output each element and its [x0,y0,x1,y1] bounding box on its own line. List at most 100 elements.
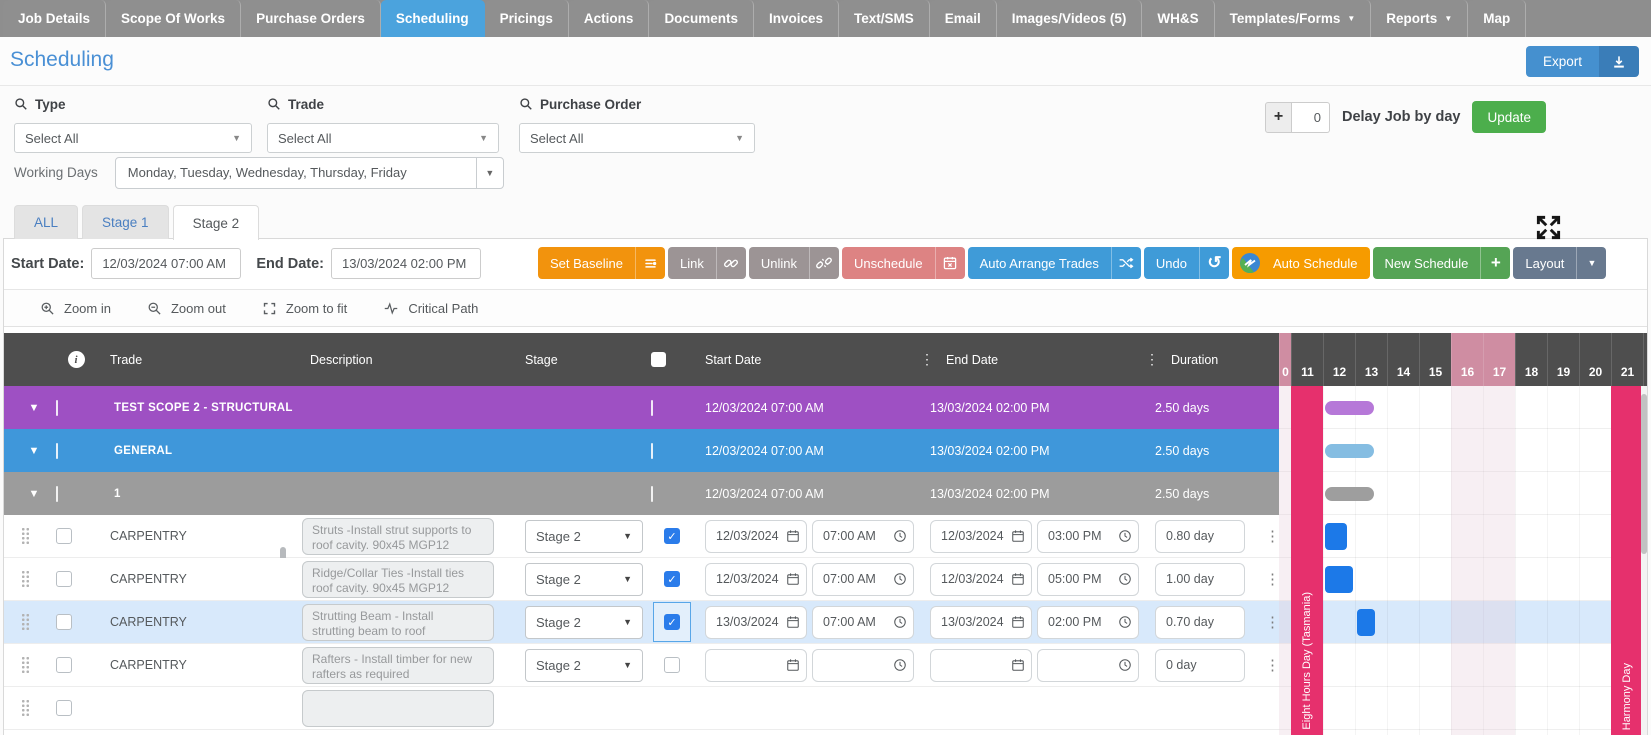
scrollbar-thumb[interactable] [1641,394,1647,554]
tab-scope-of-works[interactable]: Scope Of Works [106,0,242,37]
update-button[interactable]: Update [1472,101,1546,133]
calendar-icon[interactable] [1005,529,1031,543]
clock-icon[interactable] [887,529,913,543]
purchase-order-select[interactable]: Select All ▼ [519,123,755,153]
type-select[interactable]: Select All ▼ [14,123,252,153]
start-date-input[interactable] [705,648,807,682]
drag-handle-icon[interactable] [21,570,30,588]
critical-path-button[interactable]: Critical Path [383,301,478,316]
calendar-icon[interactable] [1005,658,1031,672]
start-time-input[interactable]: 07:00 AM [812,605,914,639]
stage-select[interactable]: Stage 2 ▼ [525,605,643,639]
start-time-input[interactable] [812,648,914,682]
group-checkbox[interactable] [56,485,58,502]
fullscreen-icon[interactable] [1535,214,1562,241]
delay-increment-button[interactable]: + [1264,101,1292,133]
tab-invoices[interactable]: Invoices [753,0,839,37]
end-date-input[interactable]: 12/03/2024 [930,519,1032,553]
schedule-checkbox[interactable]: ✓ [664,614,680,630]
group-select-checkbox[interactable] [651,485,653,502]
stage-tab-2[interactable]: Stage 2 [172,205,260,240]
group-checkbox[interactable] [56,399,58,416]
description-textarea[interactable] [302,689,494,727]
column-menu-icon[interactable]: ⋮ [920,351,934,367]
start-time-input[interactable]: 07:00 AM [812,519,914,553]
stage-select[interactable]: Stage 2 ▼ [525,562,643,596]
duration-input[interactable]: 0.70 day [1155,605,1245,639]
row-menu-icon[interactable]: ⋮ [1265,571,1280,588]
clock-icon[interactable] [1112,615,1138,629]
end-date-input[interactable] [930,648,1032,682]
tab-map[interactable]: Map [1468,0,1527,37]
tab-scheduling[interactable]: Scheduling [380,0,485,37]
row-checkbox[interactable]: ✓ [56,657,72,673]
start-time-input[interactable]: 07:00 AM [812,562,914,596]
end-date-input[interactable]: 12/03/2024 [930,562,1032,596]
end-time-input[interactable]: 05:00 PM [1037,562,1139,596]
tab-purchase-orders[interactable]: Purchase Orders [241,0,381,37]
zoom-out-button[interactable]: Zoom out [147,301,226,316]
group-select-checkbox[interactable] [651,399,653,416]
export-button[interactable]: Export [1525,46,1639,77]
collapse-icon[interactable]: ▼ [28,444,40,457]
description-textarea[interactable]: Struts -Install strut supports to roof c… [302,517,494,555]
group-checkbox[interactable] [56,442,58,459]
link-button[interactable]: Link [668,247,746,279]
drag-handle-icon[interactable] [21,613,30,631]
description-textarea[interactable]: Strutting Beam - Install strutting beam … [302,603,494,641]
group-select-checkbox[interactable] [651,442,653,459]
trade-select[interactable]: Select All ▼ [267,123,499,153]
row-checkbox[interactable]: ✓ [56,571,72,587]
stage-select[interactable]: Stage 2 ▼ [525,519,643,553]
group-row-general[interactable]: ▼ GENERAL 12/03/2024 07:00 AM 13/03/2024… [4,429,1279,472]
schedule-end-date-input[interactable]: 13/03/2024 02:00 PM [331,248,481,279]
row-checkbox[interactable]: ✓ [56,528,72,544]
schedule-start-date-input[interactable]: 12/03/2024 07:00 AM [91,248,242,279]
calendar-icon[interactable] [1005,615,1031,629]
end-time-input[interactable]: 02:00 PM [1037,605,1139,639]
stage-select[interactable]: Stage 2 ▼ [525,648,643,682]
clock-icon[interactable] [887,572,913,586]
collapse-icon[interactable]: ▼ [28,401,40,414]
drag-handle-icon[interactable] [21,527,30,545]
tab-documents[interactable]: Documents [649,0,754,37]
clock-icon[interactable] [1112,529,1138,543]
start-date-input[interactable]: 12/03/2024 [705,562,807,596]
calendar-icon[interactable] [780,529,806,543]
row-checkbox[interactable] [56,700,72,716]
gantt-bar[interactable] [1325,566,1353,593]
schedule-checkbox[interactable]: ✓ [664,528,680,544]
gantt-bar[interactable] [1325,523,1347,550]
end-time-input[interactable] [1037,648,1139,682]
collapse-icon[interactable]: ▼ [28,487,40,500]
stage-tab-all[interactable]: ALL [14,205,79,239]
row-menu-icon[interactable]: ⋮ [1265,614,1280,631]
duration-input[interactable]: 0.80 day [1155,519,1245,553]
gantt-bar[interactable] [1325,487,1374,501]
end-date-input[interactable]: 13/03/2024 [930,605,1032,639]
gantt-bar[interactable] [1357,609,1376,636]
new-schedule-button[interactable]: New Schedule + [1372,247,1511,279]
drag-handle-icon[interactable] [21,699,30,717]
tab-templates-forms[interactable]: Templates/Forms ▼ [1214,0,1372,37]
set-baseline-button[interactable]: Set Baseline [538,247,665,279]
group-row-test-scope-2[interactable]: ▼ TEST SCOPE 2 - STRUCTURAL 12/03/2024 0… [4,386,1279,429]
undo-button[interactable]: Undo ↺ [1143,247,1229,279]
working-days-select[interactable]: Monday, Tuesday, Wednesday, Thursday, Fr… [114,156,504,189]
tab-job-details[interactable]: Job Details [3,0,107,37]
column-menu-icon[interactable]: ⋮ [1145,351,1159,367]
textarea-scrollbar[interactable] [280,546,286,564]
info-icon[interactable]: i [56,351,96,368]
vertical-scrollbar[interactable] [1641,386,1647,735]
row-menu-icon[interactable]: ⋮ [1265,657,1280,674]
schedule-checkbox[interactable]: ✓ [664,571,680,587]
row-checkbox[interactable]: ✓ [56,614,72,630]
end-time-input[interactable]: 03:00 PM [1037,519,1139,553]
unlink-button[interactable]: Unlink [748,247,839,279]
tab-whs[interactable]: WH&S [1142,0,1215,37]
duration-input[interactable]: 1.00 day [1155,562,1245,596]
layout-button[interactable]: Layout ▼ [1513,247,1607,279]
gantt-bar[interactable] [1325,401,1374,415]
clock-icon[interactable] [887,658,913,672]
start-date-input[interactable]: 13/03/2024 [705,605,807,639]
